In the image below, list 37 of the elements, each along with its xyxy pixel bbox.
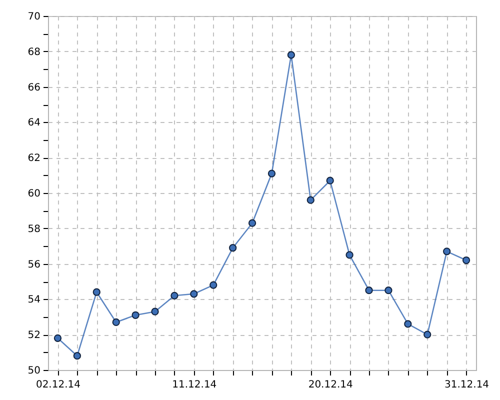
y-tick-label: 70	[28, 12, 40, 22]
y-tick-label: 66	[28, 82, 40, 94]
x-tick-label: 02.12.14	[36, 380, 80, 390]
point	[404, 320, 412, 328]
y-tick-label: 50	[28, 366, 40, 376]
point	[210, 281, 218, 289]
point	[287, 51, 295, 59]
point	[54, 334, 62, 342]
y-tick-label: 52	[28, 330, 40, 342]
x-tick-label: 31.12.14	[444, 380, 490, 390]
y-tick-label: 62	[28, 153, 40, 164]
point	[112, 318, 120, 326]
y-tick-label: 58	[28, 224, 40, 235]
point	[443, 248, 451, 256]
y-tick-label: 64	[28, 118, 40, 129]
point	[248, 219, 256, 227]
y-tick-label: 56	[28, 259, 40, 270]
point	[151, 308, 159, 316]
x-tick-label: 20.12.14	[308, 380, 353, 390]
y-tick-label: 68	[28, 46, 40, 58]
point	[132, 311, 140, 319]
y-tick-label: 54	[28, 294, 40, 306]
point	[268, 170, 276, 178]
point	[92, 288, 100, 296]
point	[190, 290, 198, 298]
point	[365, 286, 373, 294]
y-tick-label: 60	[28, 188, 40, 200]
point	[384, 286, 392, 294]
point	[73, 352, 81, 360]
point	[462, 256, 470, 264]
point	[326, 176, 334, 184]
point	[306, 196, 314, 204]
x-tick-label: 11.12.14	[172, 380, 217, 390]
point	[170, 292, 178, 300]
point	[346, 251, 354, 259]
point	[229, 244, 237, 252]
point	[424, 330, 432, 338]
